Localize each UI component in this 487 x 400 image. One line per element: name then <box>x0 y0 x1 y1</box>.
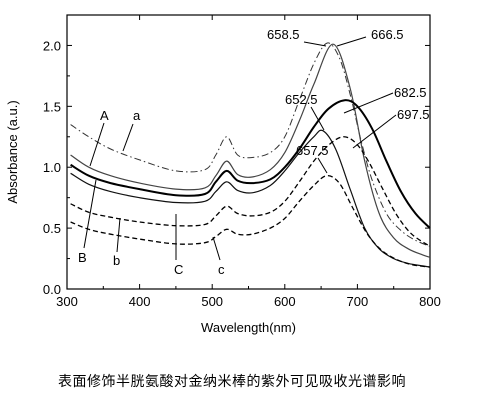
curve-label-pointer <box>212 236 221 261</box>
annotation-arrow <box>352 114 397 149</box>
y-tick-label: 2.0 <box>43 38 61 53</box>
x-tick-label: 700 <box>347 294 369 309</box>
series-line-b <box>70 136 431 247</box>
curve-label-A: A <box>100 108 109 123</box>
plot-frame <box>66 14 431 290</box>
series-line-a <box>70 42 431 247</box>
peak-annotation: 658.5 <box>267 27 300 42</box>
series-line-c <box>70 175 431 268</box>
curve-label-pointer <box>83 179 97 249</box>
curve-label-pointer <box>116 217 121 253</box>
curve-label-c: c <box>218 262 225 277</box>
peak-annotation: 697.5 <box>397 107 430 122</box>
series-line-B <box>70 99 431 229</box>
annotation-arrow <box>336 36 367 47</box>
annotation-arrow <box>303 41 327 47</box>
absorbance-chart: 300 400 500 600 700 800 0.0 0.5 1.0 1.5 2.0 Wavelen… <box>5 14 441 335</box>
x-tick-label: 400 <box>129 294 151 309</box>
peak-annotation: 652.5 <box>285 92 318 107</box>
curve-label-B: B <box>78 250 87 265</box>
curve-label-b: b <box>113 253 120 268</box>
y-tick-label: 0.5 <box>43 221 61 236</box>
x-tick-label: 300 <box>56 294 78 309</box>
curve-label-C: C <box>174 262 183 277</box>
curve-label-a: a <box>133 108 141 123</box>
annotation-arrow <box>310 106 325 131</box>
y-tick-label: 1.5 <box>43 99 61 114</box>
y-tick-label: 1.0 <box>43 160 61 175</box>
y-tick-label: 0.0 <box>43 282 61 297</box>
peak-annotation: 682.5 <box>394 85 427 100</box>
figure-caption: 表面修饰半胱氨酸对金纳米棒的紫外可见吸收光谱影响 <box>58 374 406 390</box>
x-tick-label: 500 <box>201 294 223 309</box>
x-tick-label: 600 <box>274 294 296 309</box>
peak-annotation: 657.5 <box>296 143 329 158</box>
y-axis-title: Absorbance (a.u.) <box>5 100 20 203</box>
x-tick-label: 800 <box>419 294 441 309</box>
series-line-A <box>70 43 431 258</box>
peak-annotation: 666.5 <box>371 27 404 42</box>
x-axis-title: Wavelength(nm) <box>201 320 296 335</box>
annotation-arrow <box>343 92 394 114</box>
curve-label-pointer <box>122 123 134 152</box>
annotation-arrow <box>317 157 328 174</box>
series-line-C <box>70 129 431 268</box>
curve-label-pointer <box>89 122 105 167</box>
